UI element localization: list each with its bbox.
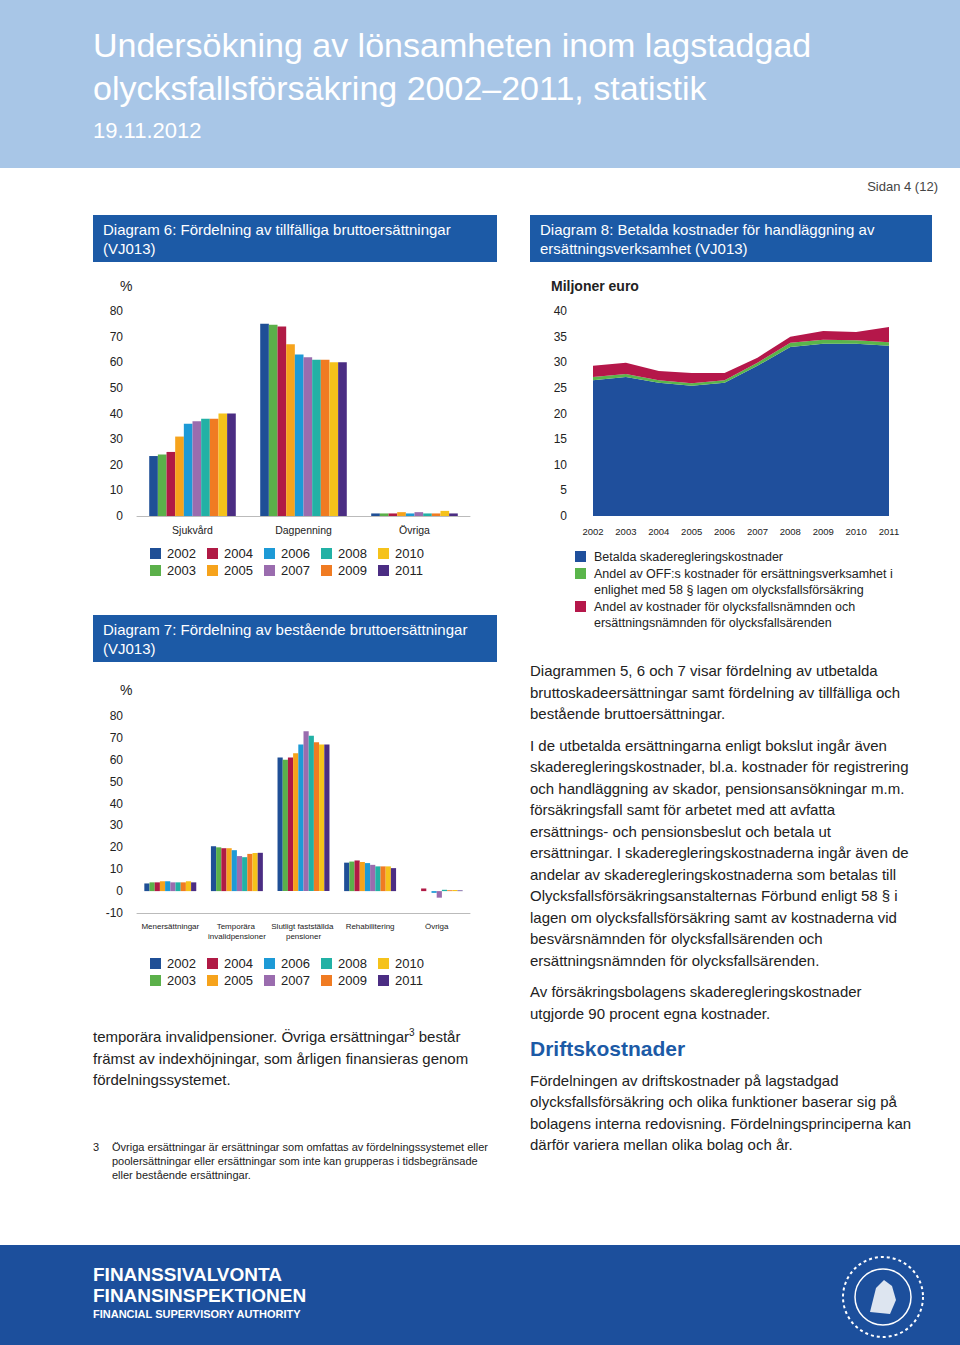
- svg-text:30: 30: [110, 818, 124, 832]
- html-text:2011: 2011: [395, 563, 423, 578]
- svg-text:2004: 2004: [648, 526, 669, 537]
- html-text:2005: 2005: [224, 563, 253, 578]
- svg-text:10: 10: [110, 862, 124, 876]
- html-text:2010: 2010: [395, 956, 424, 971]
- svg-text:35: 35: [554, 330, 568, 344]
- svg-text:30: 30: [110, 432, 124, 446]
- svg-text:30: 30: [554, 355, 568, 369]
- html-text:Miljoner euro: Miljoner euro: [551, 278, 639, 294]
- svg-text:70: 70: [110, 330, 124, 344]
- html-text:2006: 2006: [281, 956, 310, 971]
- html-text:2008: 2008: [338, 956, 367, 971]
- svg-text:25: 25: [554, 381, 568, 395]
- html-text:2009: 2009: [338, 563, 367, 578]
- svg-text:Slutligt fastställda: Slutligt fastställda: [271, 922, 335, 931]
- svg-text:-10: -10: [106, 906, 124, 920]
- svg-text:Menersättningar: Menersättningar: [141, 922, 199, 931]
- svg-text:15: 15: [554, 432, 568, 446]
- html-text:Driftskostnader: Driftskostnader: [530, 1037, 686, 1060]
- svg-text:2005: 2005: [681, 526, 702, 537]
- svg-text:Dagpenning: Dagpenning: [275, 524, 332, 536]
- html-text:2005: 2005: [224, 973, 253, 988]
- svg-text:60: 60: [110, 355, 124, 369]
- html-text:Av försäkringsbolagens skadere: Av försäkringsbolagens skaderegleringsko…: [530, 983, 862, 1022]
- html-text:Betalda skaderegleringskostnad: Betalda skaderegleringskostnader: [594, 550, 783, 564]
- svg-text:0: 0: [116, 509, 123, 523]
- svg-text:80: 80: [110, 709, 124, 723]
- html-text:3: 3: [93, 1141, 100, 1153]
- html-text:2003: 2003: [167, 973, 196, 988]
- svg-text:20: 20: [554, 407, 568, 421]
- svg-text:Sjukvård: Sjukvård: [172, 524, 213, 536]
- html-text:2002: 2002: [167, 956, 196, 971]
- html-text:Andel av OFF:s kostnader för e: Andel av OFF:s kostnader för ersättnings…: [594, 567, 893, 597]
- html-text:2002: 2002: [167, 546, 196, 561]
- svg-text:40: 40: [110, 407, 124, 421]
- svg-text:50: 50: [110, 775, 124, 789]
- svg-text:2008: 2008: [780, 526, 801, 537]
- html-text:2007: 2007: [281, 563, 310, 578]
- html-text:2004: 2004: [224, 956, 253, 971]
- svg-text:Övriga: Övriga: [399, 524, 430, 536]
- html-text:Övriga ersättningar är ersättn: Övriga ersättningar är ersättningar som …: [112, 1141, 488, 1181]
- svg-text:2002: 2002: [582, 526, 603, 537]
- html-text:FINANCIAL SUPERVISORY AUTHORIT: FINANCIAL SUPERVISORY AUTHORITY: [93, 1308, 301, 1320]
- html-text:Fördelningen av driftskostnade: Fördelningen av driftskostnader på lagst…: [530, 1071, 912, 1153]
- html-text:2007: 2007: [281, 973, 310, 988]
- html-text:2003: 2003: [167, 563, 196, 578]
- svg-text:Temporära: Temporära: [217, 922, 257, 931]
- html-text:Diagram 8: Betalda kostnader f: Diagram 8: Betalda kostnader för handläg…: [540, 221, 875, 257]
- svg-text:40: 40: [110, 797, 124, 811]
- html-text:FINANSINSPEKTIONEN: FINANSINSPEKTIONEN: [93, 1285, 307, 1306]
- html-text:19.11.2012: 19.11.2012: [93, 118, 202, 143]
- svg-text:60: 60: [110, 753, 124, 767]
- html-text:2010: 2010: [395, 546, 424, 561]
- html-text:2008: 2008: [338, 546, 367, 561]
- html-text:2009: 2009: [338, 973, 367, 988]
- svg-text:10: 10: [110, 483, 124, 497]
- svg-text:2006: 2006: [714, 526, 735, 537]
- html-text:FINANSSIVALVONTA: FINANSSIVALVONTA: [93, 1264, 282, 1285]
- svg-text:20: 20: [110, 458, 124, 472]
- svg-text:Övriga: Övriga: [425, 922, 449, 931]
- html-text:temporära invalidpensioner. Öv: temporära invalidpensioner. Övriga ersät…: [93, 1027, 469, 1088]
- svg-text:20: 20: [110, 840, 124, 854]
- svg-text:5: 5: [560, 483, 567, 497]
- html-text:2011: 2011: [395, 973, 423, 988]
- svg-text:2007: 2007: [747, 526, 768, 537]
- html-text:I de utbetalda ersättningarna: I de utbetalda ersättningarna enligt bok…: [530, 736, 909, 969]
- svg-text:80: 80: [110, 304, 124, 318]
- html-text:Sidan 4 (12): Sidan 4 (12): [867, 179, 938, 194]
- html-text:2004: 2004: [224, 546, 253, 561]
- html-text:Andel av kostnader för olycksf: Andel av kostnader för olycksfallsnämnde…: [594, 600, 856, 630]
- svg-text:0: 0: [560, 509, 567, 523]
- html-text:2006: 2006: [281, 546, 310, 561]
- svg-text:0: 0: [116, 884, 123, 898]
- svg-text:2010: 2010: [846, 526, 867, 537]
- svg-text:pensioner: pensioner: [286, 932, 321, 941]
- svg-text:10: 10: [554, 458, 568, 472]
- svg-text:2011: 2011: [879, 526, 899, 537]
- svg-text:2003: 2003: [615, 526, 636, 537]
- html-text:Diagram 6: Fördelning av tillf: Diagram 6: Fördelning av tillfälliga bru…: [103, 221, 451, 257]
- svg-text:40: 40: [554, 304, 568, 318]
- svg-text:2009: 2009: [813, 526, 834, 537]
- svg-text:Rehabilitering: Rehabilitering: [346, 922, 395, 931]
- svg-text:50: 50: [110, 381, 124, 395]
- svg-text:invalidpensioner: invalidpensioner: [208, 932, 266, 941]
- html-text:Undersökning av lönsamheten in: Undersökning av lönsamheten inom lagstad…: [93, 26, 812, 107]
- svg-text:70: 70: [110, 731, 124, 745]
- html-text:Diagram 7: Fördelning av bestå: Diagram 7: Fördelning av bestående brutt…: [103, 621, 468, 657]
- html-text:Diagrammen 5, 6 och 7 visar fö: Diagrammen 5, 6 och 7 visar fördelning a…: [530, 662, 901, 722]
